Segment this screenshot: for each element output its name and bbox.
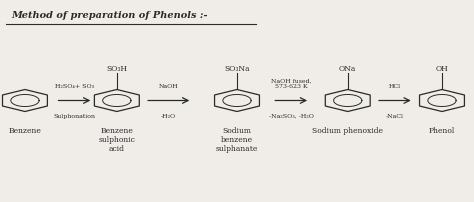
Text: -NaCl: -NaCl xyxy=(386,113,404,118)
Text: ONa: ONa xyxy=(339,65,356,73)
Text: H₂SO₄+ SO₃: H₂SO₄+ SO₃ xyxy=(55,84,94,89)
Text: NaOH fused,
573-623 K: NaOH fused, 573-623 K xyxy=(271,78,311,89)
Text: Method of preparation of Phenols :-: Method of preparation of Phenols :- xyxy=(11,11,207,20)
Text: Phenol: Phenol xyxy=(429,126,455,134)
Text: Benzene
sulphonic
acid: Benzene sulphonic acid xyxy=(99,126,135,152)
Text: Sulphonation: Sulphonation xyxy=(54,113,95,118)
Text: HCl: HCl xyxy=(389,84,401,89)
Text: -H₂O: -H₂O xyxy=(161,113,176,118)
Text: NaOH: NaOH xyxy=(159,84,179,89)
Text: OH: OH xyxy=(436,65,448,73)
Text: Sodium phenoxide: Sodium phenoxide xyxy=(312,126,383,134)
Text: SO₃H: SO₃H xyxy=(106,65,128,73)
Text: Sodium
benzene
sulphanate: Sodium benzene sulphanate xyxy=(216,126,258,152)
Text: Benzene: Benzene xyxy=(9,126,41,134)
Text: SO₃Na: SO₃Na xyxy=(224,65,250,73)
Text: -Na₂SO₃, -H₂O: -Na₂SO₃, -H₂O xyxy=(269,113,314,118)
